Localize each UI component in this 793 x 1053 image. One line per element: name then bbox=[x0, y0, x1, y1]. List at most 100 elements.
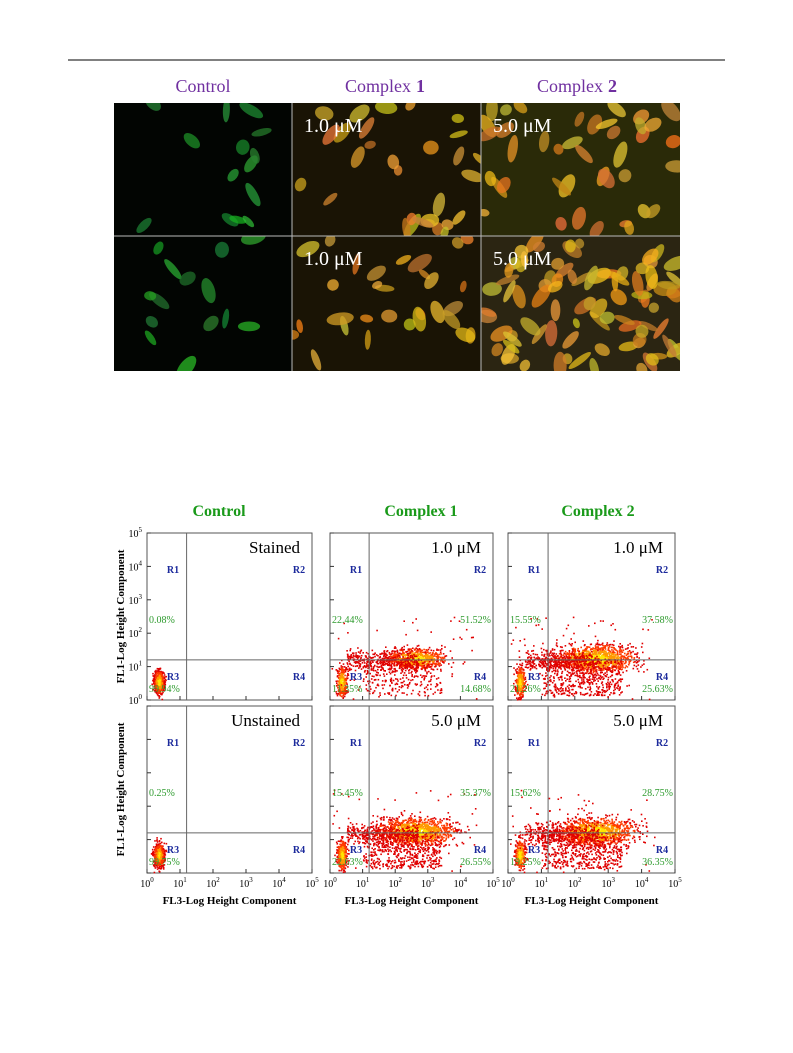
event-dot bbox=[573, 666, 576, 669]
event-dot bbox=[582, 649, 584, 652]
event-dot bbox=[451, 675, 453, 678]
event-dot bbox=[377, 684, 380, 687]
event-dot bbox=[587, 662, 589, 665]
event-dot bbox=[436, 668, 439, 671]
event-dot bbox=[342, 696, 345, 699]
event-dot bbox=[599, 660, 601, 662]
event-dot bbox=[526, 661, 529, 664]
event-dot bbox=[400, 681, 403, 684]
event-dot bbox=[517, 683, 519, 685]
cell bbox=[310, 349, 322, 371]
event-dot bbox=[626, 657, 628, 660]
event-dot bbox=[590, 663, 593, 666]
event-dot bbox=[390, 665, 393, 668]
cell bbox=[648, 302, 659, 313]
event-dot bbox=[376, 671, 378, 674]
concentration-label: 5.0 μM bbox=[493, 248, 552, 270]
event-dot bbox=[611, 666, 614, 669]
event-dot bbox=[155, 679, 158, 681]
event-dot bbox=[336, 694, 339, 697]
event-dot bbox=[580, 661, 582, 663]
event-dot bbox=[416, 648, 419, 650]
event-dot bbox=[578, 653, 581, 655]
event-dot bbox=[598, 667, 600, 669]
event-dot bbox=[352, 658, 355, 660]
event-dot bbox=[573, 657, 576, 659]
event-dot bbox=[543, 682, 546, 684]
event-dot bbox=[614, 665, 616, 668]
event-dot bbox=[470, 636, 473, 639]
event-dot bbox=[625, 654, 628, 656]
event-dot bbox=[337, 674, 340, 677]
event-dot bbox=[379, 653, 381, 655]
event-dot bbox=[514, 694, 516, 696]
event-dot bbox=[613, 685, 616, 688]
event-dot bbox=[600, 656, 603, 658]
event-dot bbox=[553, 677, 555, 680]
event-dot bbox=[597, 688, 600, 690]
event-dot bbox=[596, 660, 599, 663]
event-dot bbox=[436, 660, 439, 663]
event-dot bbox=[575, 680, 577, 683]
event-dot bbox=[392, 657, 395, 659]
event-dot bbox=[428, 680, 430, 683]
event-dot bbox=[161, 686, 164, 688]
event-dot bbox=[383, 669, 385, 672]
event-dot bbox=[616, 658, 619, 660]
event-dot bbox=[390, 661, 393, 664]
event-dot bbox=[417, 667, 419, 670]
event-dot bbox=[354, 662, 357, 664]
event-dot bbox=[568, 642, 571, 645]
event-dot bbox=[394, 669, 397, 672]
event-dot bbox=[568, 692, 571, 694]
event-dot bbox=[606, 686, 608, 688]
cell bbox=[327, 279, 339, 291]
event-dot bbox=[548, 666, 551, 668]
event-dot bbox=[405, 677, 408, 679]
event-dot bbox=[560, 668, 562, 670]
event-dot bbox=[385, 656, 387, 658]
event-dot bbox=[380, 669, 382, 671]
event-dot bbox=[345, 669, 347, 671]
event-dot bbox=[385, 659, 387, 662]
event-dot bbox=[404, 683, 406, 686]
cell bbox=[618, 169, 632, 183]
event-dot bbox=[343, 695, 346, 698]
event-dot bbox=[614, 669, 616, 671]
event-dot bbox=[560, 677, 563, 679]
event-dot bbox=[600, 652, 602, 655]
event-dot bbox=[615, 657, 618, 660]
event-dot bbox=[578, 658, 581, 660]
event-dot bbox=[604, 660, 606, 662]
event-dot bbox=[163, 687, 166, 689]
event-dot bbox=[369, 672, 371, 675]
event-dot bbox=[522, 696, 524, 698]
event-dot bbox=[159, 691, 162, 694]
event-dot bbox=[607, 648, 610, 650]
event-dot bbox=[412, 661, 414, 663]
event-dot bbox=[528, 656, 530, 658]
event-dot bbox=[563, 665, 566, 667]
event-dot bbox=[608, 664, 610, 666]
event-dot bbox=[616, 659, 619, 662]
event-dot bbox=[573, 669, 575, 672]
event-dot bbox=[518, 685, 521, 688]
cell bbox=[145, 315, 158, 328]
event-dot bbox=[412, 689, 414, 692]
event-dot bbox=[517, 697, 520, 699]
event-dot bbox=[556, 665, 559, 667]
cell bbox=[624, 220, 635, 235]
event-dot bbox=[613, 647, 615, 649]
event-dot bbox=[379, 692, 381, 694]
event-dot bbox=[161, 679, 164, 682]
event-dot bbox=[613, 658, 615, 660]
event-dot bbox=[161, 698, 164, 701]
event-dot bbox=[426, 651, 428, 653]
event-dot bbox=[610, 683, 613, 686]
event-dot bbox=[620, 678, 622, 681]
cell bbox=[296, 240, 320, 258]
event-dot bbox=[538, 665, 541, 667]
event-dot bbox=[514, 686, 517, 689]
event-dot bbox=[367, 671, 369, 673]
event-dot bbox=[546, 669, 548, 671]
